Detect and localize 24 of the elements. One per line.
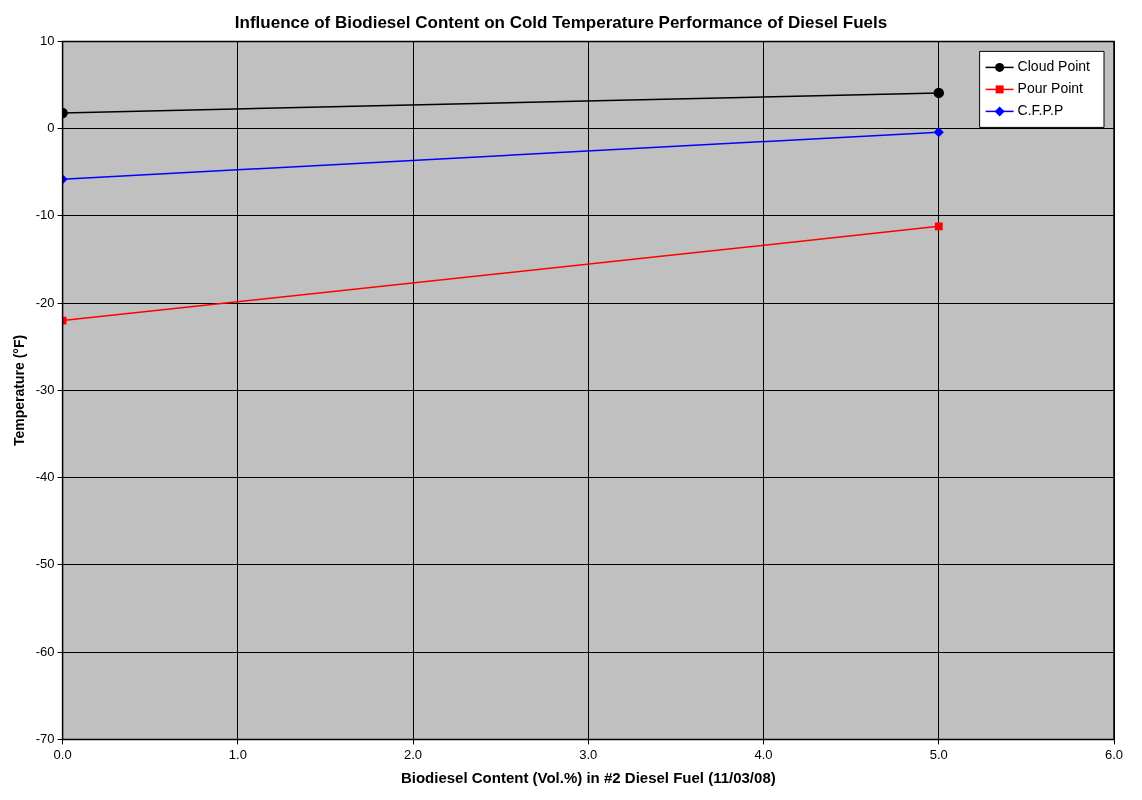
x-tick-label: 4.0 (754, 746, 773, 762)
y-axis-title: Temperature (°F) (11, 334, 28, 446)
y-tick-label: -60 (35, 643, 55, 659)
legend-label: C.F.P.P (1017, 102, 1064, 119)
y-tick-label: -70 (35, 730, 55, 746)
x-tick-label: 1.0 (228, 746, 247, 762)
legend-label: Cloud Point (1017, 58, 1091, 75)
legend-label: Pour Point (1017, 80, 1084, 97)
y-tick-label: -40 (35, 469, 55, 485)
x-tick-label: 0.0 (53, 746, 72, 762)
x-tick-label: 6.0 (1104, 746, 1124, 762)
point (934, 127, 944, 137)
y-tick-label: -50 (35, 556, 55, 572)
y-tick-label: -20 (35, 294, 55, 310)
point (934, 222, 943, 231)
x-tick-label: 5.0 (929, 746, 948, 762)
y-tick-label: 10 (40, 32, 55, 48)
x-tick-label: 3.0 (579, 746, 598, 762)
x-tick-label: 2.0 (404, 746, 423, 762)
y-tick-label: -30 (35, 381, 55, 397)
y-tick-label: 0 (47, 120, 55, 136)
x-axis-title: Biodiesel Content (Vol.%) in #2 Diesel Fuel (11/03/08) (400, 769, 776, 787)
y-tick-label: -10 (35, 207, 55, 223)
chart-title: Influence of Biodiesel Content on Cold Temperature Performance of Diesel Fuels (234, 12, 888, 32)
